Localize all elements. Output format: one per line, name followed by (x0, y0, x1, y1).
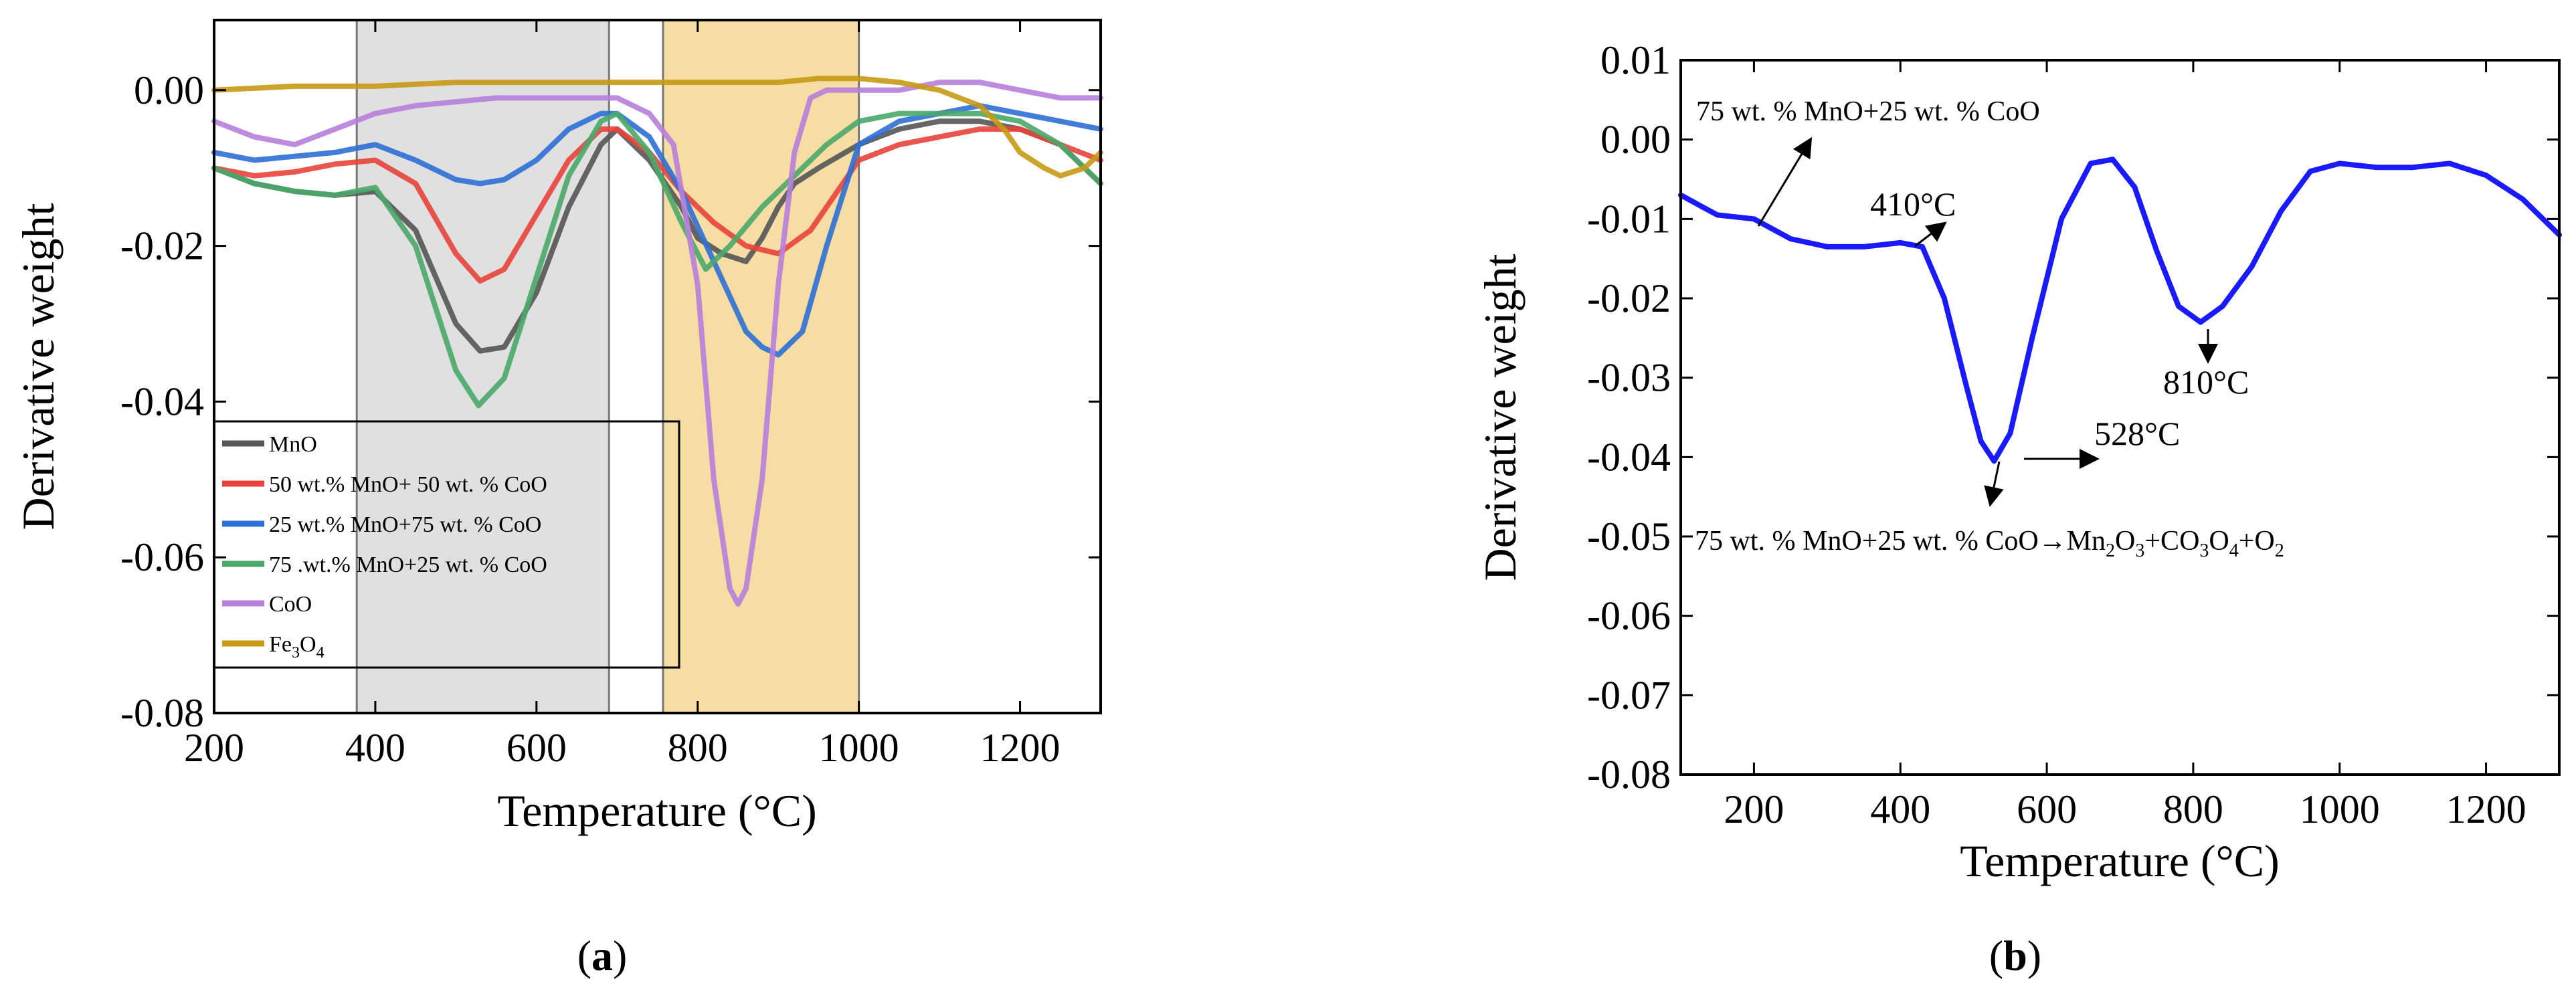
y-tick-label--0.08: -0.08 (120, 691, 204, 735)
x-tick-label-200: 200 (1724, 787, 1784, 831)
y-tick-label-0.00: 0.00 (134, 68, 204, 112)
y-tick-label--0.06: -0.06 (120, 535, 204, 579)
y-tick-label--0.01: -0.01 (1587, 197, 1671, 241)
legend-a: MnO 50 wt.% MnO+ 50 wt. % CoO 25 wt.% Mn… (213, 420, 680, 669)
y-tick-label--0.07: -0.07 (1587, 673, 1671, 717)
y-tick-label-0.00: 0.00 (1600, 118, 1671, 162)
x-ticks-b: 200 400 600 800 1000 1200 (1724, 60, 2526, 831)
series-line-b (1678, 157, 2562, 464)
x-tick-label-600: 600 (507, 726, 567, 770)
y-tick-label--0.04: -0.04 (120, 379, 204, 423)
y-tick-label--0.05: -0.05 (1587, 514, 1671, 559)
annotation-reaction: 75 wt. % MnO+25 wt. % CoO→Mn2O3+CO3O4+O2 (1695, 526, 2284, 561)
x-tick-label-1200: 1200 (980, 726, 1061, 770)
y-tick-label--0.02: -0.02 (120, 224, 204, 268)
x-tick-label-800: 800 (2163, 787, 2223, 831)
y-tick-label-0.01: 0.01 (1600, 38, 1671, 82)
x-tick-label-1200: 1200 (2446, 787, 2526, 831)
series-line-50-wt-mno-50-wt-coo (211, 126, 1103, 284)
legend-label-fe3o4: Fe3O4 (269, 632, 325, 662)
arrow-528-down (1984, 461, 2004, 507)
plot-frame-a (213, 19, 1102, 714)
annotation-810: 810°C (2163, 363, 2249, 401)
x-ticks-a: 200 400 600 800 1000 1200 (184, 20, 1061, 770)
shaded-regions (355, 19, 860, 714)
panel-b: 200 400 600 800 1000 1200 0.01 0.00 -0.01 -0.02 -… (1475, 38, 2562, 979)
legend-label-coo: CoO (269, 592, 312, 617)
panel-label-a: (a) (577, 932, 628, 979)
series-line-mno (211, 118, 1103, 354)
series-line-coo (211, 80, 1103, 607)
annotation-410: 410°C (1870, 185, 1956, 223)
y-tick-label--0.08: -0.08 (1587, 753, 1671, 797)
x-tick-label-400: 400 (345, 726, 405, 770)
arrow-410 (1914, 221, 1947, 247)
shaded-region-1 (355, 19, 610, 714)
series-line-fe3o4 (211, 76, 1103, 179)
y-axis-title-b: Derivative weight (1475, 254, 1526, 581)
series-line-75-wt-mno-25-wt-coo (211, 110, 1103, 409)
y-tick-label--0.02: -0.02 (1587, 276, 1671, 320)
annotation-528: 528°C (2094, 415, 2180, 452)
x-tick-label-1000: 1000 (2300, 787, 2380, 831)
annotation-sample-label: 75 wt. % MnO+25 wt. % CoO (1696, 96, 2040, 127)
x-tick-label-400: 400 (1870, 787, 1930, 831)
x-tick-label-600: 600 (2017, 787, 2077, 831)
y-tick-label--0.03: -0.03 (1587, 356, 1671, 400)
y-axis-title-a: Derivative weight (13, 203, 64, 530)
legend-label-75-25: 75 .wt.% MnO+25 wt. % CoO (269, 553, 547, 577)
y-ticks-a: 0.00 -0.02 -0.04 -0.06 -0.08 (120, 68, 1101, 735)
y-ticks-b: 0.01 0.00 -0.01 -0.02 -0.03 -0.04 -0.05 -0.06 -0… (1587, 38, 2559, 797)
x-tick-label-1000: 1000 (819, 726, 899, 770)
legend-label-50-50: 50 wt.% MnO+ 50 wt. % CoO (269, 472, 547, 497)
arrow-sample-label (1757, 136, 1813, 227)
series-line-75-wt-mno-25-wt-coo (1678, 157, 2562, 464)
series-line-25-wt-mno-75-wt-coo (211, 103, 1103, 358)
x-tick-label-800: 800 (668, 726, 728, 770)
x-axis-title-a: Temperature (°C) (497, 785, 816, 836)
plot-frame-b (1679, 59, 2561, 776)
legend-label-25-75: 25 wt.% MnO+75 wt. % CoO (269, 512, 541, 537)
panel-label-b: (b) (1989, 932, 2041, 979)
y-tick-label--0.06: -0.06 (1587, 594, 1671, 638)
legend-box (213, 420, 680, 669)
shaded-region-2 (662, 19, 860, 714)
legend-label-mno: MnO (269, 432, 317, 457)
panel-a: 200 400 600 800 1000 1200 0.00 -0.02 -0.04 -0.06… (13, 19, 1103, 979)
annotations-b: 75 wt. % MnO+25 wt. % CoO 410°C 528°C 81… (1695, 96, 2284, 561)
x-axis-title-b: Temperature (°C) (1960, 835, 2279, 886)
x-tick-label-200: 200 (184, 726, 244, 770)
y-tick-label--0.04: -0.04 (1587, 435, 1671, 479)
series-lines (211, 76, 1103, 607)
